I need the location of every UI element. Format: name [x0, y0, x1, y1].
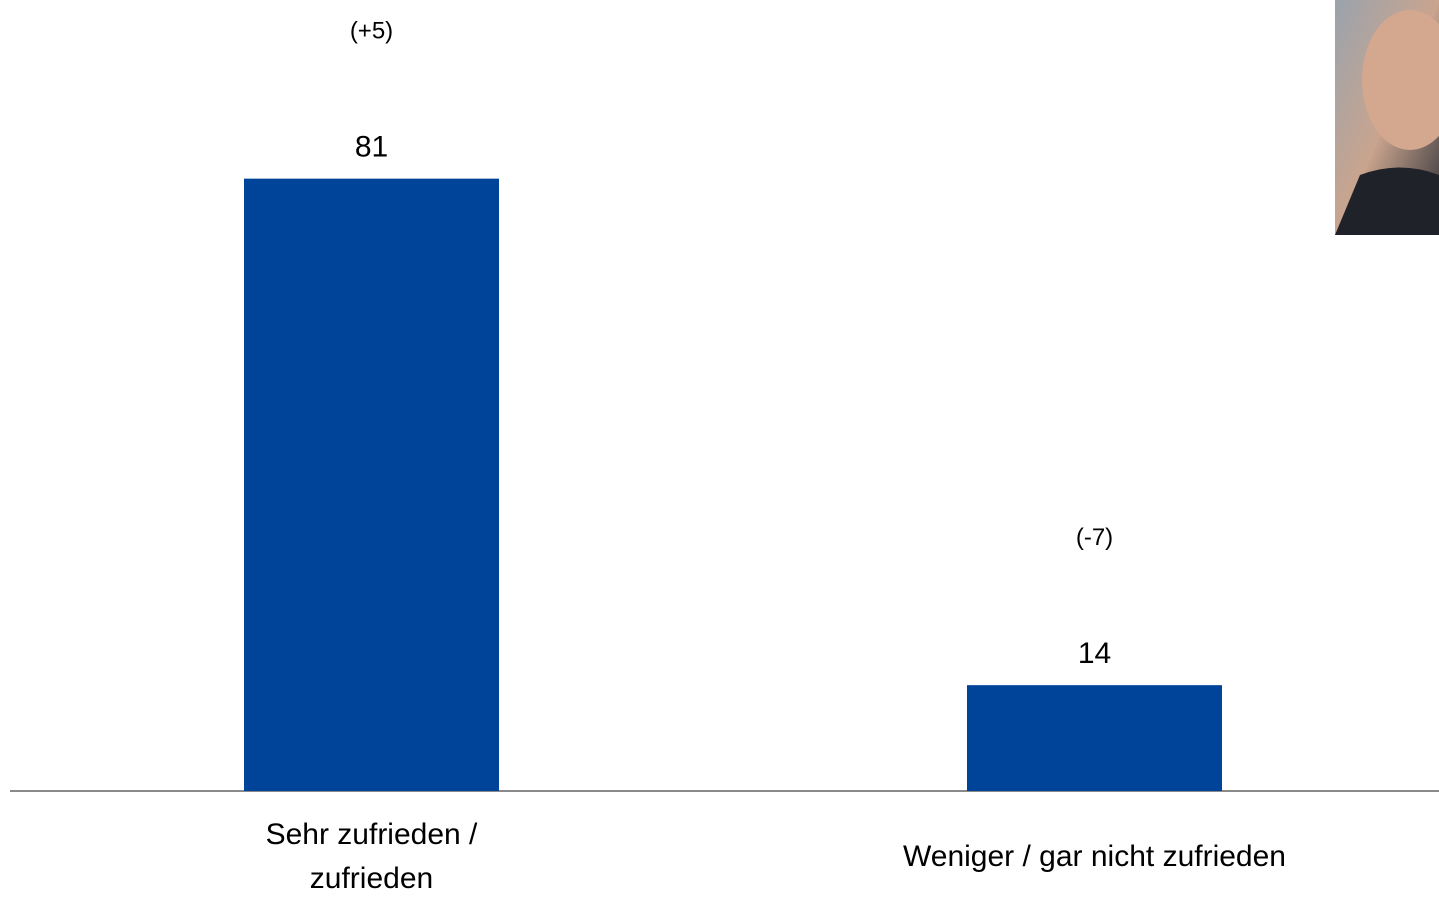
bar [967, 685, 1222, 791]
chart: 81 (+5) 14 (-7) [0, 0, 1439, 897]
bar [244, 179, 499, 791]
change-label: (+5) [350, 18, 393, 45]
value-label: 14 [1078, 637, 1111, 670]
chart-page: 81 (+5) 14 (-7) Sehr zufrieden / zufrieden W… [0, 0, 1439, 897]
category-label: Sehr zufrieden / zufrieden [222, 812, 522, 897]
portrait-photo [1335, 0, 1439, 235]
category-label: Weniger / gar nicht zufrieden [815, 812, 1375, 897]
value-label: 81 [355, 131, 388, 164]
change-label: (-7) [1076, 524, 1113, 551]
